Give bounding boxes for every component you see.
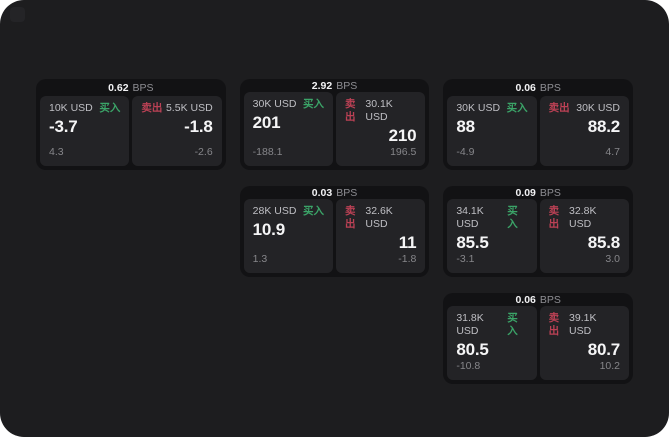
quote-card: 0.62 BPS 10K USD 买入 -3.7 4.3 卖出 5.5K USD xyxy=(36,79,226,170)
buy-panel[interactable]: 31.8K USD 买入 80.5 -10.8 xyxy=(447,306,537,380)
bps-unit-label: BPS xyxy=(539,81,561,94)
sell-side-label: 卖出 xyxy=(548,205,560,230)
buy-sub-value: 1.3 xyxy=(252,253,268,265)
quote-card-grid: 0.62 BPS 10K USD 买入 -3.7 4.3 卖出 5.5K USD xyxy=(36,79,633,384)
buy-size-label: 30K USD xyxy=(252,98,297,110)
bps-unit-label: BPS xyxy=(336,186,358,199)
sell-panel[interactable]: 卖出 39.1K USD 80.7 10.2 xyxy=(539,306,630,380)
buy-side-label: 买入 xyxy=(506,102,528,114)
bps-value: 0.06 xyxy=(515,293,536,306)
sell-sub-value: 196.5 xyxy=(390,146,417,158)
panels: 10K USD 买入 -3.7 4.3 卖出 5.5K USD -1.8 -2.… xyxy=(40,96,222,166)
sell-sub-value: 4.7 xyxy=(605,146,621,158)
sell-side-label: 卖出 xyxy=(548,102,570,114)
sell-sub-value: 3.0 xyxy=(605,253,621,265)
buy-sub-value: -4.9 xyxy=(456,146,475,158)
buy-panel[interactable]: 30K USD 买入 201 -188.1 xyxy=(243,92,333,166)
sell-panel[interactable]: 卖出 32.6K USD 11 -1.8 xyxy=(336,199,426,273)
bps-value: 0.03 xyxy=(311,186,333,199)
sell-side-label: 卖出 xyxy=(345,205,356,230)
panels: 28K USD 买入 10.9 1.3 卖出 32.6K USD 11 -1.8 xyxy=(243,199,426,273)
buy-price: 88 xyxy=(456,117,475,136)
sell-sub-value: -2.6 xyxy=(194,146,213,158)
sell-sub-value: 10.2 xyxy=(599,360,621,372)
card-header: 0.03 BPS xyxy=(240,186,430,199)
bps-value: 0.09 xyxy=(515,186,536,199)
buy-panel[interactable]: 28K USD 买入 10.9 1.3 xyxy=(243,199,333,273)
sell-size-label: 5.5K USD xyxy=(165,102,213,114)
sell-panel[interactable]: 卖出 30.1K USD 210 196.5 xyxy=(336,92,426,166)
quote-card: 2.92 BPS 30K USD 买入 201 -188.1 卖出 30.1K … xyxy=(239,79,430,170)
quote-card: 0.06 BPS 30K USD 买入 88 -4.9 卖出 30K USD xyxy=(443,79,633,170)
sell-panel[interactable]: 卖出 32.8K USD 85.8 3.0 xyxy=(539,199,630,273)
buy-sub-value: -3.1 xyxy=(456,253,475,265)
buy-side-label: 买入 xyxy=(507,312,518,337)
sell-side-label: 卖出 xyxy=(345,98,356,123)
buy-sub-value: -10.8 xyxy=(456,360,481,372)
buy-panel[interactable]: 34.1K USD 买入 85.5 -3.1 xyxy=(447,199,537,273)
buy-sub-value: -188.1 xyxy=(252,146,283,158)
buy-sub-value: 4.3 xyxy=(49,146,64,158)
card-header: 0.09 BPS xyxy=(443,186,633,199)
bps-unit-label: BPS xyxy=(539,293,561,306)
sell-panel[interactable]: 卖出 5.5K USD -1.8 -2.6 xyxy=(132,96,222,166)
sell-price: -1.8 xyxy=(184,117,213,136)
buy-size-label: 31.8K USD xyxy=(456,312,484,337)
buy-size-label: 28K USD xyxy=(252,205,297,217)
bps-unit-label: BPS xyxy=(336,79,358,92)
sell-sub-value: -1.8 xyxy=(398,253,417,265)
card-header: 0.06 BPS xyxy=(443,293,633,306)
card-header: 0.06 BPS xyxy=(443,79,633,96)
panels: 30K USD 买入 88 -4.9 卖出 30K USD 88.2 4.7 xyxy=(447,96,630,166)
buy-price: 80.5 xyxy=(456,340,489,359)
sell-price: 80.7 xyxy=(587,340,621,359)
sell-size-label: 39.1K USD xyxy=(569,312,597,337)
sell-price: 88.2 xyxy=(587,117,621,136)
bps-unit-label: BPS xyxy=(539,186,561,199)
quote-card: 0.03 BPS 28K USD 买入 10.9 1.3 卖出 32.6K US… xyxy=(239,186,430,277)
buy-size-label: 30K USD xyxy=(456,102,501,114)
buy-price: -3.7 xyxy=(49,117,78,136)
sell-price: 210 xyxy=(388,126,417,145)
sell-side-label: 卖出 xyxy=(141,102,163,114)
buy-side-label: 买入 xyxy=(507,205,518,230)
card-header: 2.92 BPS xyxy=(240,79,430,92)
bps-unit-label: BPS xyxy=(132,81,154,94)
buy-panel[interactable]: 30K USD 买入 88 -4.9 xyxy=(447,96,537,166)
panels: 31.8K USD 买入 80.5 -10.8 卖出 39.1K USD 80.… xyxy=(447,306,630,380)
card-header: 0.62 BPS xyxy=(36,79,226,96)
buy-price: 85.5 xyxy=(456,233,489,252)
buy-panel[interactable]: 10K USD 买入 -3.7 4.3 xyxy=(40,96,130,166)
panels: 30K USD 买入 201 -188.1 卖出 30.1K USD 210 1… xyxy=(243,92,426,166)
quote-card: 0.06 BPS 31.8K USD 买入 80.5 -10.8 卖出 39.1… xyxy=(443,293,633,384)
sell-price: 11 xyxy=(398,233,417,252)
sell-side-label: 卖出 xyxy=(548,312,560,337)
sell-size-label: 32.6K USD xyxy=(365,205,393,230)
bps-value: 2.92 xyxy=(311,79,333,92)
buy-side-label: 买入 xyxy=(303,205,324,217)
sell-price: 85.8 xyxy=(587,233,621,252)
buy-side-label: 买入 xyxy=(99,102,121,114)
sell-size-label: 32.8K USD xyxy=(569,205,597,230)
buy-price: 201 xyxy=(252,113,281,132)
app-logo-icon xyxy=(10,7,25,22)
quote-card: 0.09 BPS 34.1K USD 买入 85.5 -3.1 卖出 32.8K… xyxy=(443,186,633,277)
buy-size-label: 34.1K USD xyxy=(456,205,484,230)
bps-value: 0.06 xyxy=(515,81,536,94)
sell-size-label: 30.1K USD xyxy=(365,98,393,123)
buy-side-label: 买入 xyxy=(303,98,324,110)
panels: 34.1K USD 买入 85.5 -3.1 卖出 32.8K USD 85.8… xyxy=(447,199,630,273)
buy-size-label: 10K USD xyxy=(49,102,93,114)
buy-price: 10.9 xyxy=(252,220,285,239)
sell-size-label: 30K USD xyxy=(576,102,621,114)
bps-value: 0.62 xyxy=(108,81,129,94)
sell-panel[interactable]: 卖出 30K USD 88.2 4.7 xyxy=(539,96,630,166)
